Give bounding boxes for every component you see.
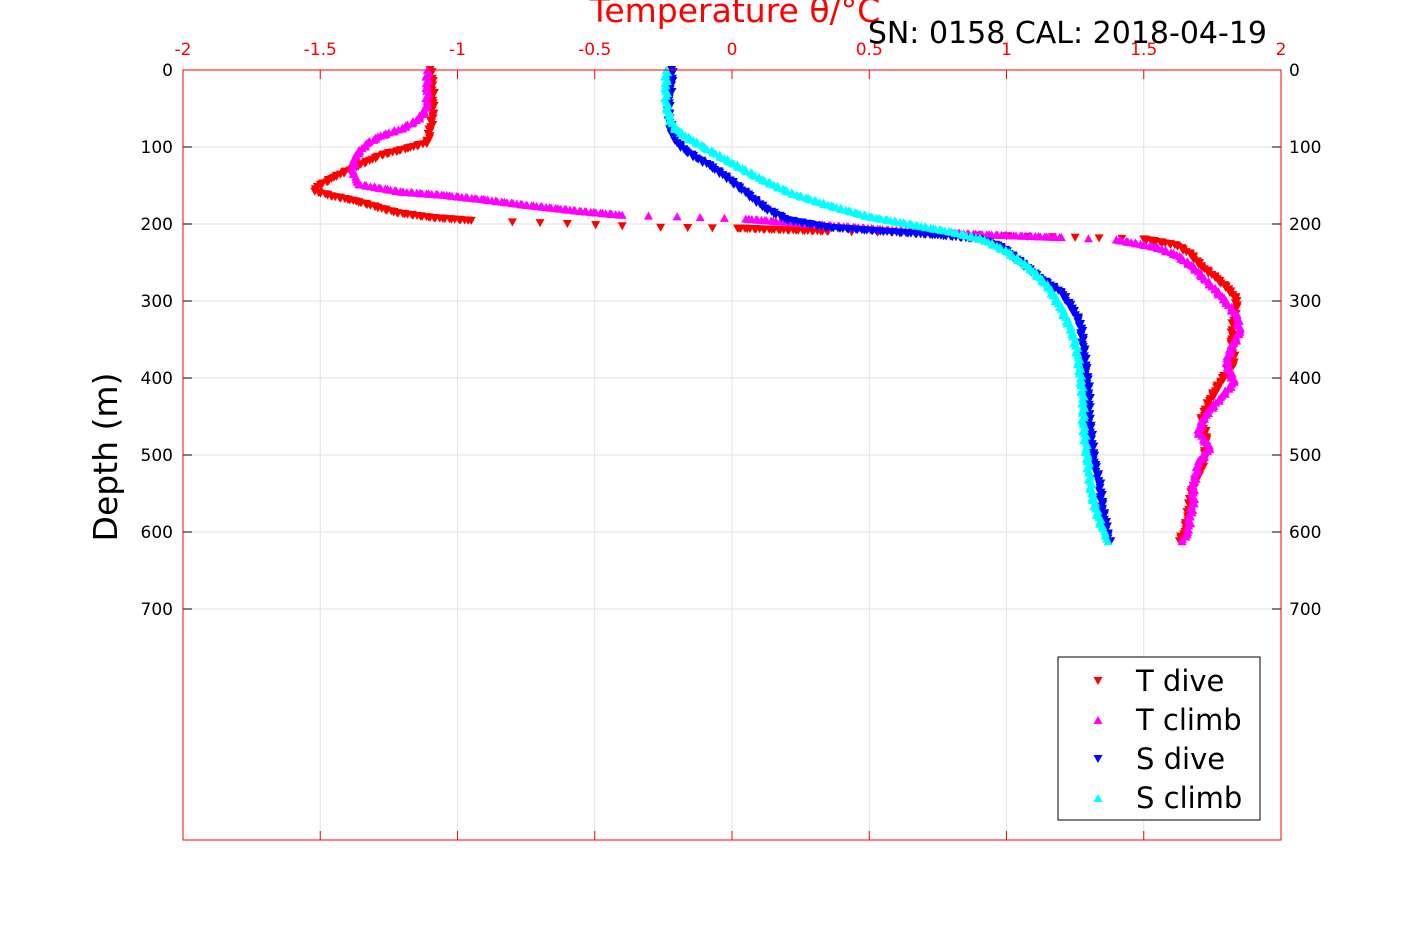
y-tick-label-right: 100	[1289, 138, 1321, 158]
data-point	[672, 212, 682, 221]
y-tick-label-left: 100	[141, 138, 173, 158]
series-s-climb	[660, 65, 1113, 546]
legend-marker	[1093, 715, 1103, 725]
x-tick-label: -0.5	[578, 40, 611, 60]
data-point	[1177, 537, 1187, 546]
y-tick-label-left: 0	[162, 61, 173, 81]
y-tick-labels-right: 0 100 200 300 400 500 600 700	[1289, 61, 1321, 620]
x-tick-label: 1.5	[1130, 40, 1157, 60]
x-tick-label: 1	[1001, 40, 1012, 60]
x-tick-label: 0.5	[856, 40, 883, 60]
y-tick-label-right: 700	[1289, 600, 1321, 620]
data-point	[562, 219, 572, 229]
y-tick-label-right: 400	[1289, 369, 1321, 389]
data-point	[1056, 233, 1066, 242]
chart-title: SN: 0158 CAL: 2018-04-19	[868, 16, 1267, 51]
data-point	[1103, 537, 1113, 546]
data-point	[1083, 234, 1093, 243]
legend-items: T dive T climb S dive S climb	[1093, 664, 1242, 815]
x-tick-labels: -2 -1.5 -1 -0.5 0 0.5 1 1.5 2	[175, 40, 1287, 60]
data-point	[466, 216, 476, 225]
y-tick-label-left: 200	[141, 215, 173, 235]
x-tick-label: 0	[727, 40, 738, 60]
data-point	[1070, 233, 1080, 242]
legend: T dive T climb S dive S climb	[1057, 656, 1261, 821]
x-tick-label: -2	[175, 40, 192, 60]
series-layer	[310, 65, 1245, 546]
x-tick-label: 2	[1276, 40, 1287, 60]
legend-label: T dive	[1135, 664, 1224, 698]
y-tick-label-right: 600	[1289, 523, 1321, 543]
data-point	[1094, 234, 1104, 243]
data-point	[507, 218, 517, 227]
plot-border	[182, 69, 1282, 841]
legend-marker	[1093, 754, 1103, 764]
y-tick-label-right: 500	[1289, 446, 1321, 466]
data-point	[656, 223, 666, 232]
data-point	[719, 213, 729, 222]
data-point	[535, 219, 545, 228]
y-tick-labels-left: 0 100 200 300 400 500 600 700	[141, 61, 173, 620]
data-point	[707, 224, 717, 233]
data-point	[643, 211, 653, 220]
data-point	[617, 222, 627, 231]
data-point	[683, 224, 693, 233]
y-tick-label-left: 600	[141, 523, 173, 543]
y-tick-label-right: 300	[1289, 292, 1321, 312]
data-point	[591, 221, 601, 230]
x-axis-title: Temperature θ/°C	[589, 0, 880, 30]
legend-marker	[1093, 793, 1103, 803]
legend-marker	[1093, 676, 1103, 686]
x-tick-label: -1.5	[304, 40, 337, 60]
legend-box	[1057, 656, 1261, 821]
legend-label: S dive	[1136, 742, 1225, 776]
legend-label: T climb	[1135, 703, 1242, 737]
y-tick-label-right: 0	[1289, 61, 1300, 81]
x-tick-label: -1	[449, 40, 466, 60]
y-tick-label-left: 400	[141, 369, 173, 389]
data-point	[617, 210, 627, 219]
y-tick-label-left: 500	[141, 446, 173, 466]
legend-label: S climb	[1136, 781, 1242, 815]
y-tick-label-right: 200	[1289, 215, 1321, 235]
y-tick-label-left: 300	[141, 292, 173, 312]
y-tick-label-left: 700	[141, 600, 173, 620]
y-axis-title: Depth (m)	[86, 373, 125, 542]
data-point	[695, 213, 705, 222]
